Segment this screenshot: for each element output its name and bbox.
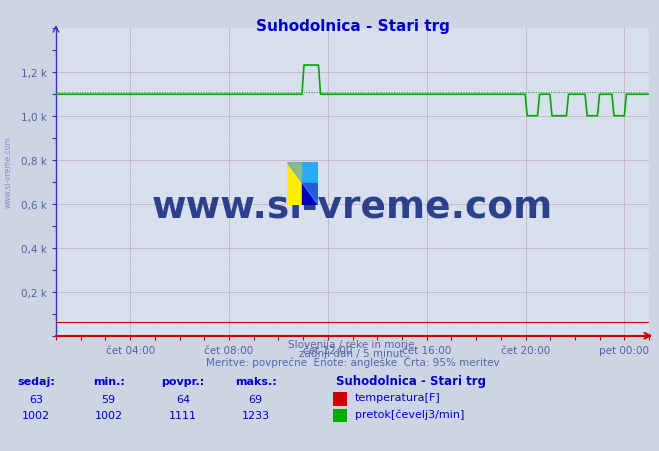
Text: Suhodolnica - Stari trg: Suhodolnica - Stari trg — [256, 19, 449, 34]
Text: 1111: 1111 — [169, 410, 197, 420]
Bar — [302, 162, 318, 184]
Text: 1002: 1002 — [95, 410, 123, 420]
Text: min.:: min.: — [93, 376, 125, 386]
Text: 1233: 1233 — [242, 410, 270, 420]
Text: maks.:: maks.: — [235, 376, 277, 386]
Text: 64: 64 — [176, 394, 190, 404]
Text: sedaj:: sedaj: — [17, 376, 55, 386]
Text: zadnji dan / 5 minut.: zadnji dan / 5 minut. — [299, 348, 407, 358]
Text: povpr.:: povpr.: — [161, 376, 205, 386]
Text: Slovenija / reke in morje.: Slovenija / reke in morje. — [287, 339, 418, 349]
Text: 63: 63 — [29, 394, 43, 404]
Text: pretok[čevelj3/min]: pretok[čevelj3/min] — [355, 408, 464, 419]
Text: 1002: 1002 — [22, 410, 50, 420]
Text: 59: 59 — [101, 394, 116, 404]
Text: 69: 69 — [248, 394, 263, 404]
Text: temperatura[F]: temperatura[F] — [355, 392, 440, 402]
Bar — [302, 184, 318, 205]
Text: Suhodolnica - Stari trg: Suhodolnica - Stari trg — [336, 374, 486, 387]
Text: Meritve: povprečne  Enote: angleške  Črta: 95% meritev: Meritve: povprečne Enote: angleške Črta:… — [206, 355, 500, 367]
Text: www.si-vreme.com: www.si-vreme.com — [152, 189, 553, 225]
Polygon shape — [287, 162, 318, 205]
Text: www.si-vreme.com: www.si-vreme.com — [3, 135, 13, 207]
